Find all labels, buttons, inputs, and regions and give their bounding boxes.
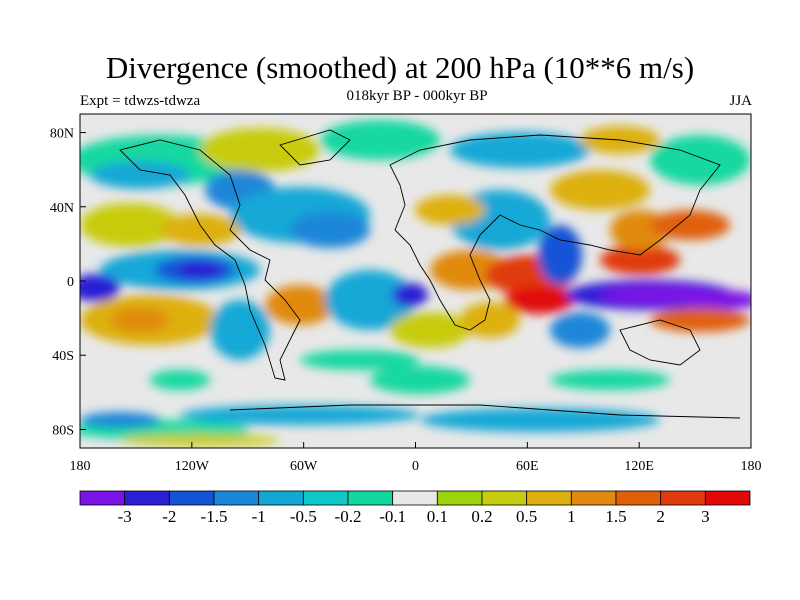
colorbar-swatch: [526, 490, 572, 506]
lon-tick-label: 120E: [624, 459, 654, 474]
colorbar-swatch: [168, 490, 215, 506]
colorbar-label: 1.5: [605, 507, 626, 526]
colorbar-label: 0.2: [471, 507, 492, 526]
colorbar-label: 1: [567, 507, 576, 526]
colorbar-swatch: [79, 490, 126, 506]
lat-tick-label: 40S: [52, 349, 74, 364]
colorbar-label: -3: [118, 507, 132, 526]
colorbar-label: -2: [162, 507, 176, 526]
plot-subtitle: 018kyr BP - 000kyr BP: [346, 88, 488, 104]
lat-tick-label: 80N: [50, 127, 74, 142]
lat-tick-label: 80S: [52, 423, 74, 438]
latitude-axis: 80N 40N 0 40S 80S: [50, 127, 86, 438]
coastlines: [119, 129, 741, 419]
lon-tick-label: 60W: [290, 459, 318, 474]
colorbar-swatch: [615, 490, 662, 506]
colorbar-swatch: [570, 490, 617, 506]
colorbar-label: 3: [701, 507, 710, 526]
colorbar-label: -1: [252, 507, 266, 526]
colorbar-swatch: [436, 490, 483, 506]
colorbar-swatch: [124, 490, 170, 506]
divergence-field: [80, 114, 751, 448]
colorbar-swatch: [258, 490, 304, 506]
colorbar-swatch: [660, 490, 706, 506]
season-label: JJA: [729, 93, 752, 109]
lat-tick-label: 0: [67, 275, 74, 290]
colorbar-swatch: [347, 490, 394, 506]
lon-tick-label: 0: [412, 459, 419, 474]
colorbar-swatch: [704, 490, 751, 506]
lon-tick-label: 180: [70, 459, 91, 474]
colorbar-label: 0.5: [516, 507, 537, 526]
lat-tick-label: 40N: [50, 201, 74, 216]
lon-tick-label: 60E: [516, 459, 539, 474]
colorbar-label: -0.5: [290, 507, 317, 526]
colorbar-label: 0.1: [427, 507, 448, 526]
colorbar-swatch: [481, 490, 528, 506]
colorbar-label: -1.5: [201, 507, 228, 526]
colorbar-swatch: [392, 490, 438, 506]
lon-tick-label: 120W: [175, 459, 210, 474]
plot-title: Divergence (smoothed) at 200 hPa (10**6 …: [105, 50, 695, 85]
longitude-axis: 180 120W 60W 0 60E 120E 180: [70, 442, 762, 474]
colorbar-swatch: [302, 490, 349, 506]
colorbar-swatch: [213, 490, 260, 506]
colorbar-label: -0.2: [335, 507, 362, 526]
colorbar: -3 -2 -1.5 -1 -0.5 -0.2 -0.1 0.1 0.2 0.5 1 1.5 2 3: [79, 490, 751, 526]
lon-tick-label: 180: [741, 459, 762, 474]
colorbar-label: -0.1: [379, 507, 406, 526]
experiment-label: Expt = tdwzs-tdwza: [80, 93, 201, 109]
colorbar-label: 2: [656, 507, 665, 526]
